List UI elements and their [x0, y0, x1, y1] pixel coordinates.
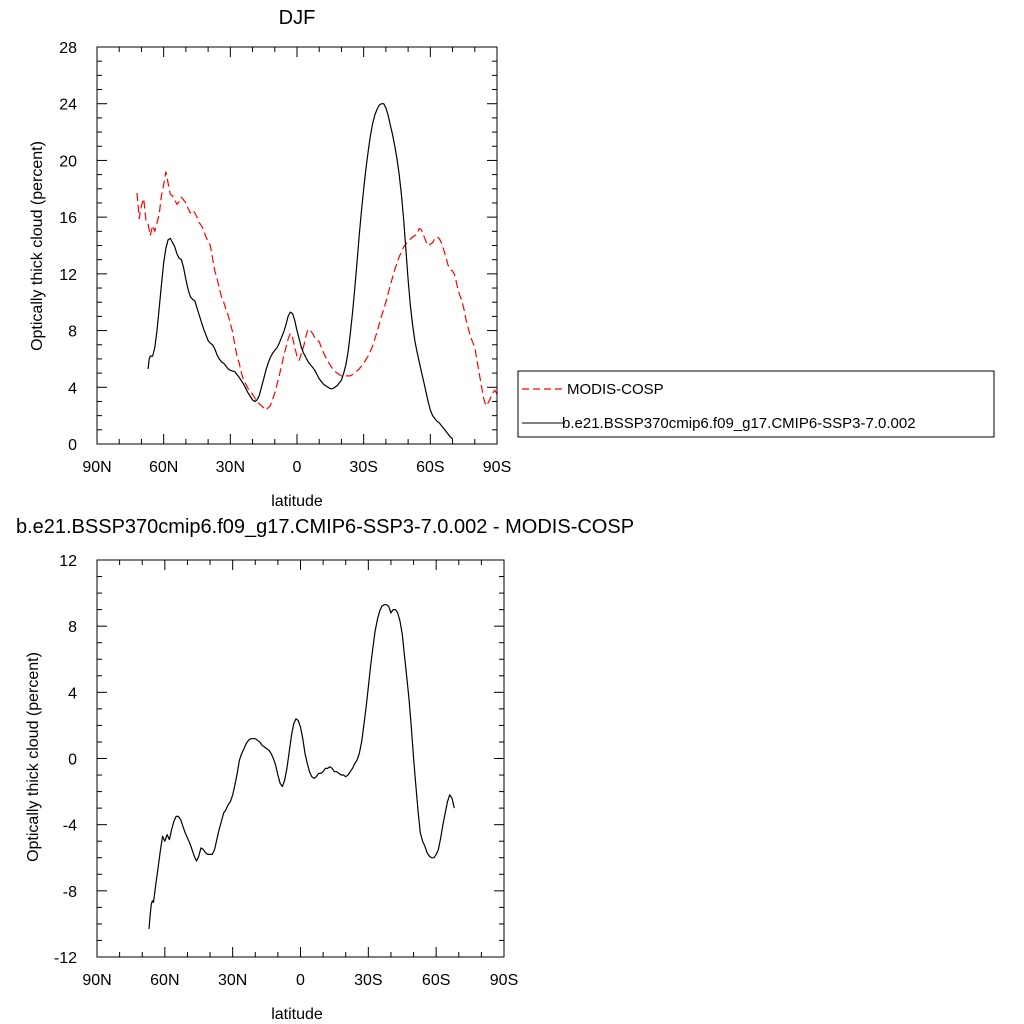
top-ticks: 90N 60N 30N 0 30S 60S 90S 0 4 8 12 16 20 24 28 [59, 40, 511, 476]
bottom-x-tick-label: 30N [218, 972, 247, 989]
top-chart-title: DJF [279, 7, 316, 29]
bottom-plot-frame [96, 559, 505, 958]
top-y-tick-label: 4 [68, 380, 77, 397]
top-x-tick-label: 30N [216, 459, 245, 476]
bottom-series [148, 604, 455, 929]
top-y-tick-label: 28 [59, 40, 77, 57]
legend: MODIS-COSP b.e21.BSSP370cmip6.f09_g17.CM… [517, 370, 995, 438]
top-y-tick-label: 20 [59, 153, 77, 170]
top-x-tick-label: 90N [82, 459, 111, 476]
top-y-tick-label: 8 [68, 324, 77, 341]
top-y-tick-label: 16 [59, 210, 77, 227]
bottom-chart-title: b.e21.BSSP370cmip6.f09_g17.CMIP6-SSP3-7.… [16, 516, 634, 538]
top-series-line-0 [136, 171, 498, 411]
bottom-series-line-0 [148, 604, 455, 929]
top-x-tick-label: 30S [349, 459, 377, 476]
top-panel: DJF latitude Optically thick cloud (perc… [29, 7, 995, 510]
top-y-axis-label: Optically thick cloud (percent) [29, 141, 46, 351]
top-x-axis-label: latitude [271, 493, 323, 510]
bottom-x-tick-label: 90S [490, 972, 518, 989]
top-series-line-1 [147, 103, 454, 440]
top-y-tick-label: 24 [59, 97, 77, 114]
bottom-y-tick-label: -12 [54, 950, 77, 967]
top-x-tick-label: 90S [483, 459, 511, 476]
top-x-tick-label: 60S [416, 459, 444, 476]
bottom-y-tick-label: 8 [68, 619, 77, 636]
bottom-panel: b.e21.BSSP370cmip6.f09_g17.CMIP6-SSP3-7.… [16, 516, 634, 1023]
top-y-tick-label: 12 [59, 267, 77, 284]
bottom-y-tick-label: 12 [59, 553, 77, 570]
bottom-y-tick-label: 0 [68, 752, 77, 769]
bottom-y-axis-label: Optically thick cloud (percent) [25, 652, 42, 862]
bottom-x-axis-label: latitude [271, 1006, 323, 1023]
bottom-x-tick-label: 0 [296, 972, 305, 989]
top-y-tick-label: 0 [68, 437, 77, 454]
bottom-x-tick-label: 60S [422, 972, 450, 989]
legend-label-model: b.e21.BSSP370cmip6.f09_g17.CMIP6-SSP3-7.… [562, 415, 916, 432]
top-x-tick-label: 0 [293, 459, 302, 476]
bottom-x-tick-label: 60N [150, 972, 179, 989]
bottom-y-tick-label: 4 [68, 685, 77, 702]
bottom-x-tick-label: 30S [354, 972, 382, 989]
bottom-x-tick-label: 90N [82, 972, 111, 989]
top-plot-frame [96, 46, 498, 445]
top-series [136, 103, 498, 440]
top-x-tick-label: 60N [149, 459, 178, 476]
bottom-y-tick-label: -8 [63, 884, 77, 901]
bottom-y-tick-label: -4 [63, 818, 77, 835]
legend-box [517, 370, 995, 438]
legend-label-modis: MODIS-COSP [567, 381, 664, 398]
